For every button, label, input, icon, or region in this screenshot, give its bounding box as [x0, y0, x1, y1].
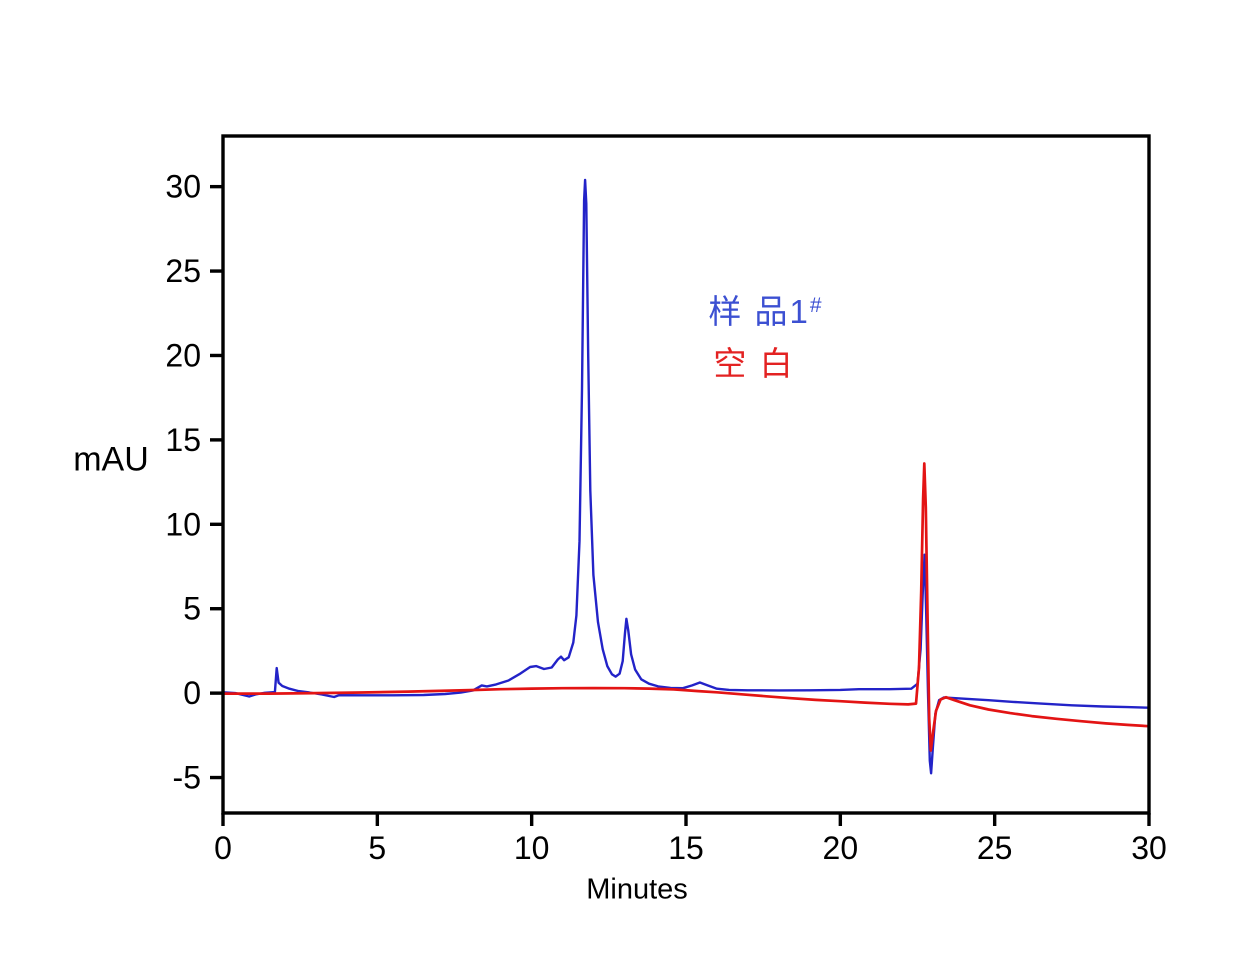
x-tick-label: 5 [368, 830, 386, 866]
y-tick-label: 30 [165, 169, 201, 205]
plot-border [221, 134, 1151, 815]
y-tick-label: 25 [165, 253, 201, 289]
series-blank-line [221, 462, 1151, 752]
legend-blank-label: 空 白 [713, 345, 795, 382]
y-tick-label: -5 [173, 760, 201, 796]
legend-entry-blank: 空 白 [713, 337, 794, 385]
x-tick-label: 20 [823, 830, 859, 866]
x-axis-title: Minutes [586, 873, 688, 906]
legend-sample-label: 样 品1 [708, 293, 810, 330]
x-tick-label: 10 [514, 830, 550, 866]
x-tick-label: 15 [668, 830, 704, 866]
y-tick-label: 15 [165, 422, 201, 458]
y-axis-title: mAU [73, 440, 149, 479]
y-tick-label: 0 [183, 675, 201, 711]
y-tick-label: 20 [165, 337, 201, 373]
x-tick-label: 0 [214, 830, 232, 866]
series-sample-line [221, 178, 1151, 775]
legend-sample-superscript: # [809, 294, 822, 317]
legend-entry-sample: 样 品1# [708, 285, 821, 333]
y-tick-label: 5 [183, 591, 201, 627]
x-tick-label: 30 [1131, 830, 1167, 866]
x-tick-label: 25 [977, 830, 1013, 866]
y-tick-label: 10 [165, 506, 201, 542]
